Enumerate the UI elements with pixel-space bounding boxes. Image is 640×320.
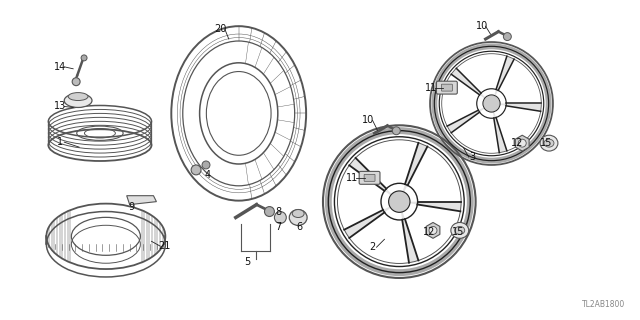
Text: 11: 11	[346, 173, 358, 183]
Text: 5: 5	[244, 257, 251, 267]
FancyBboxPatch shape	[359, 172, 380, 184]
Ellipse shape	[292, 210, 304, 218]
Text: 6: 6	[296, 222, 302, 232]
Text: 14: 14	[54, 62, 67, 72]
Circle shape	[264, 207, 275, 217]
FancyBboxPatch shape	[436, 81, 458, 94]
Text: 15: 15	[452, 228, 464, 237]
Circle shape	[275, 212, 286, 223]
Text: 7: 7	[275, 222, 282, 232]
Polygon shape	[399, 202, 419, 263]
Ellipse shape	[289, 210, 307, 225]
Polygon shape	[426, 222, 440, 238]
Circle shape	[504, 33, 511, 41]
Circle shape	[81, 55, 87, 61]
Polygon shape	[451, 68, 492, 103]
Polygon shape	[399, 143, 428, 202]
Polygon shape	[447, 103, 492, 133]
Text: TL2AB1800: TL2AB1800	[582, 300, 625, 309]
Circle shape	[518, 139, 526, 147]
Ellipse shape	[64, 93, 92, 108]
Ellipse shape	[544, 139, 554, 147]
Ellipse shape	[68, 92, 88, 100]
Text: 11: 11	[425, 83, 437, 92]
Text: 8: 8	[275, 206, 282, 217]
Text: 2: 2	[369, 242, 376, 252]
FancyBboxPatch shape	[364, 174, 375, 181]
Polygon shape	[492, 103, 507, 153]
Polygon shape	[349, 158, 399, 202]
Text: 12: 12	[511, 138, 524, 148]
Polygon shape	[492, 56, 514, 103]
Circle shape	[72, 78, 80, 86]
Text: 13: 13	[54, 101, 67, 111]
Text: 20: 20	[214, 24, 227, 34]
Ellipse shape	[455, 227, 465, 234]
Text: 1: 1	[57, 137, 63, 147]
Text: 4: 4	[205, 170, 211, 180]
Ellipse shape	[451, 222, 468, 238]
Text: 10: 10	[476, 21, 488, 31]
Circle shape	[388, 191, 410, 212]
Polygon shape	[344, 202, 399, 238]
Circle shape	[191, 165, 201, 175]
Text: 3: 3	[470, 152, 476, 162]
Polygon shape	[127, 196, 156, 204]
Circle shape	[429, 227, 437, 234]
Polygon shape	[515, 135, 529, 151]
Circle shape	[202, 161, 210, 169]
Text: 12: 12	[423, 228, 435, 237]
Circle shape	[483, 95, 500, 112]
FancyBboxPatch shape	[442, 84, 452, 91]
Ellipse shape	[540, 135, 558, 151]
Circle shape	[392, 127, 400, 135]
Text: 15: 15	[540, 138, 552, 148]
Text: 9: 9	[129, 202, 134, 212]
Polygon shape	[399, 202, 461, 211]
Text: 21: 21	[158, 241, 170, 251]
Text: 10: 10	[362, 115, 374, 125]
Polygon shape	[492, 103, 541, 111]
